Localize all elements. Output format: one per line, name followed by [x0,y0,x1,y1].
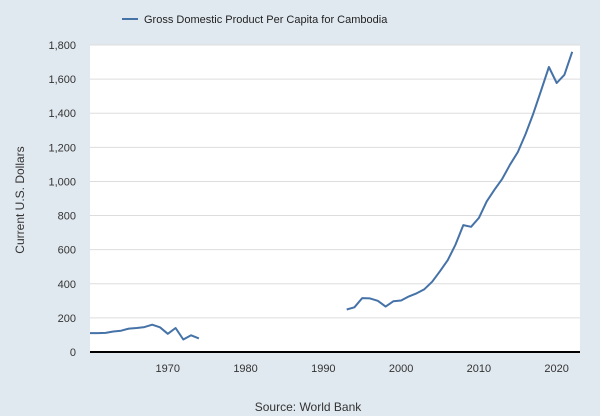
y-tick-label: 800 [58,211,76,223]
y-tick-label: 1,200 [48,142,76,154]
series-lines [90,51,574,341]
source-note: Source: World Bank [255,400,362,414]
y-tick-label: 400 [58,279,76,291]
y-tick-label: 600 [58,245,76,257]
y-tick-label: 1,600 [48,74,76,86]
y-tick-label: 1,800 [48,40,76,52]
y-tick-label: 200 [58,313,76,325]
y-tick-label: 1,400 [48,108,76,120]
x-tick-labels: 1970 1980 1990 2000 2010 2020 [156,363,569,375]
x-tick-label: 1970 [156,363,180,375]
y-tick-label: 1,000 [48,176,76,188]
x-tick-label: 2010 [467,363,491,375]
plot-area [90,45,580,352]
x-tick-label: 1990 [311,363,335,375]
y-axis-label: Current U.S. Dollars [13,146,27,253]
y-tick-labels: 0 200 400 600 800 1,000 1,200 1,400 1,600 1,800 [48,40,76,359]
legend: Gross Domestic Product Per Capita for Ca… [122,14,388,26]
series-line [90,323,200,341]
y-tick-label: 0 [70,347,76,359]
legend-label: Gross Domestic Product Per Capita for Ca… [144,14,388,26]
x-tick-label: 2020 [544,363,568,375]
grid-lines [90,44,580,319]
series-line [346,51,574,311]
x-tick-label: 2000 [389,363,413,375]
x-tick-label: 1980 [233,363,257,375]
